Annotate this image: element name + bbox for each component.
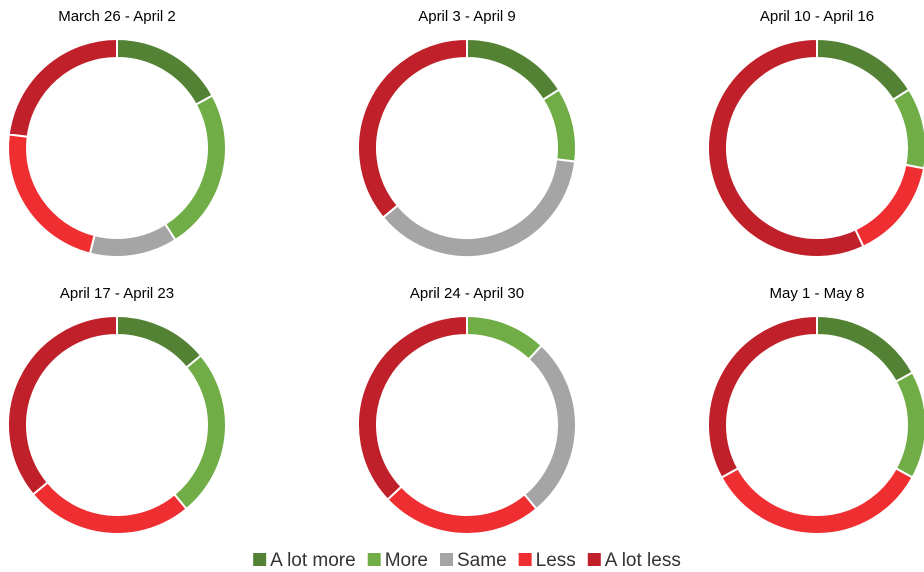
donut-segment	[816, 314, 914, 383]
donut-segment	[816, 37, 911, 102]
donut-segment	[386, 485, 538, 535]
donut-segment	[7, 37, 118, 138]
chart-title: April 10 - April 16	[760, 8, 874, 25]
donut-segment	[357, 37, 468, 219]
legend-swatch	[440, 553, 454, 566]
donut-segment	[853, 163, 924, 248]
legend: A lot more More Same Less A lot less	[253, 550, 681, 571]
donut-segment	[720, 467, 914, 535]
donut-segment	[381, 158, 577, 258]
chart-title: April 24 - April 30	[410, 285, 524, 302]
donut-segment	[88, 222, 177, 258]
legend-label: More	[385, 550, 428, 571]
donut-segment	[163, 94, 227, 242]
donut-segment	[466, 37, 561, 102]
chart-title: May 1 - May 8	[769, 285, 864, 302]
donut-segment	[7, 314, 118, 496]
chart-title: March 26 - April 2	[58, 8, 176, 25]
legend-label: Same	[457, 550, 507, 571]
donut-segment	[707, 37, 865, 258]
legend-label: A lot less	[605, 550, 681, 571]
donut-segment	[707, 314, 818, 479]
donut-segment	[172, 354, 227, 511]
donut-segment	[466, 314, 544, 361]
donut-segment	[357, 314, 468, 502]
donut-segment	[31, 480, 188, 535]
donut-segment	[116, 314, 203, 370]
legend-swatch	[587, 553, 601, 566]
donut-segment	[522, 344, 577, 511]
donut-segment	[894, 371, 924, 479]
donut-segment	[541, 88, 577, 163]
donut-segment	[116, 37, 214, 106]
legend-swatch	[518, 553, 532, 566]
chart-title: April 3 - April 9	[418, 8, 516, 25]
donut-segment	[7, 133, 96, 255]
donut-segment	[891, 88, 924, 170]
legend-label: Less	[536, 550, 576, 571]
legend-swatch	[253, 553, 267, 566]
chart-title: April 17 - April 23	[60, 285, 174, 302]
legend-label: A lot more	[270, 550, 356, 571]
legend-swatch	[367, 553, 381, 566]
